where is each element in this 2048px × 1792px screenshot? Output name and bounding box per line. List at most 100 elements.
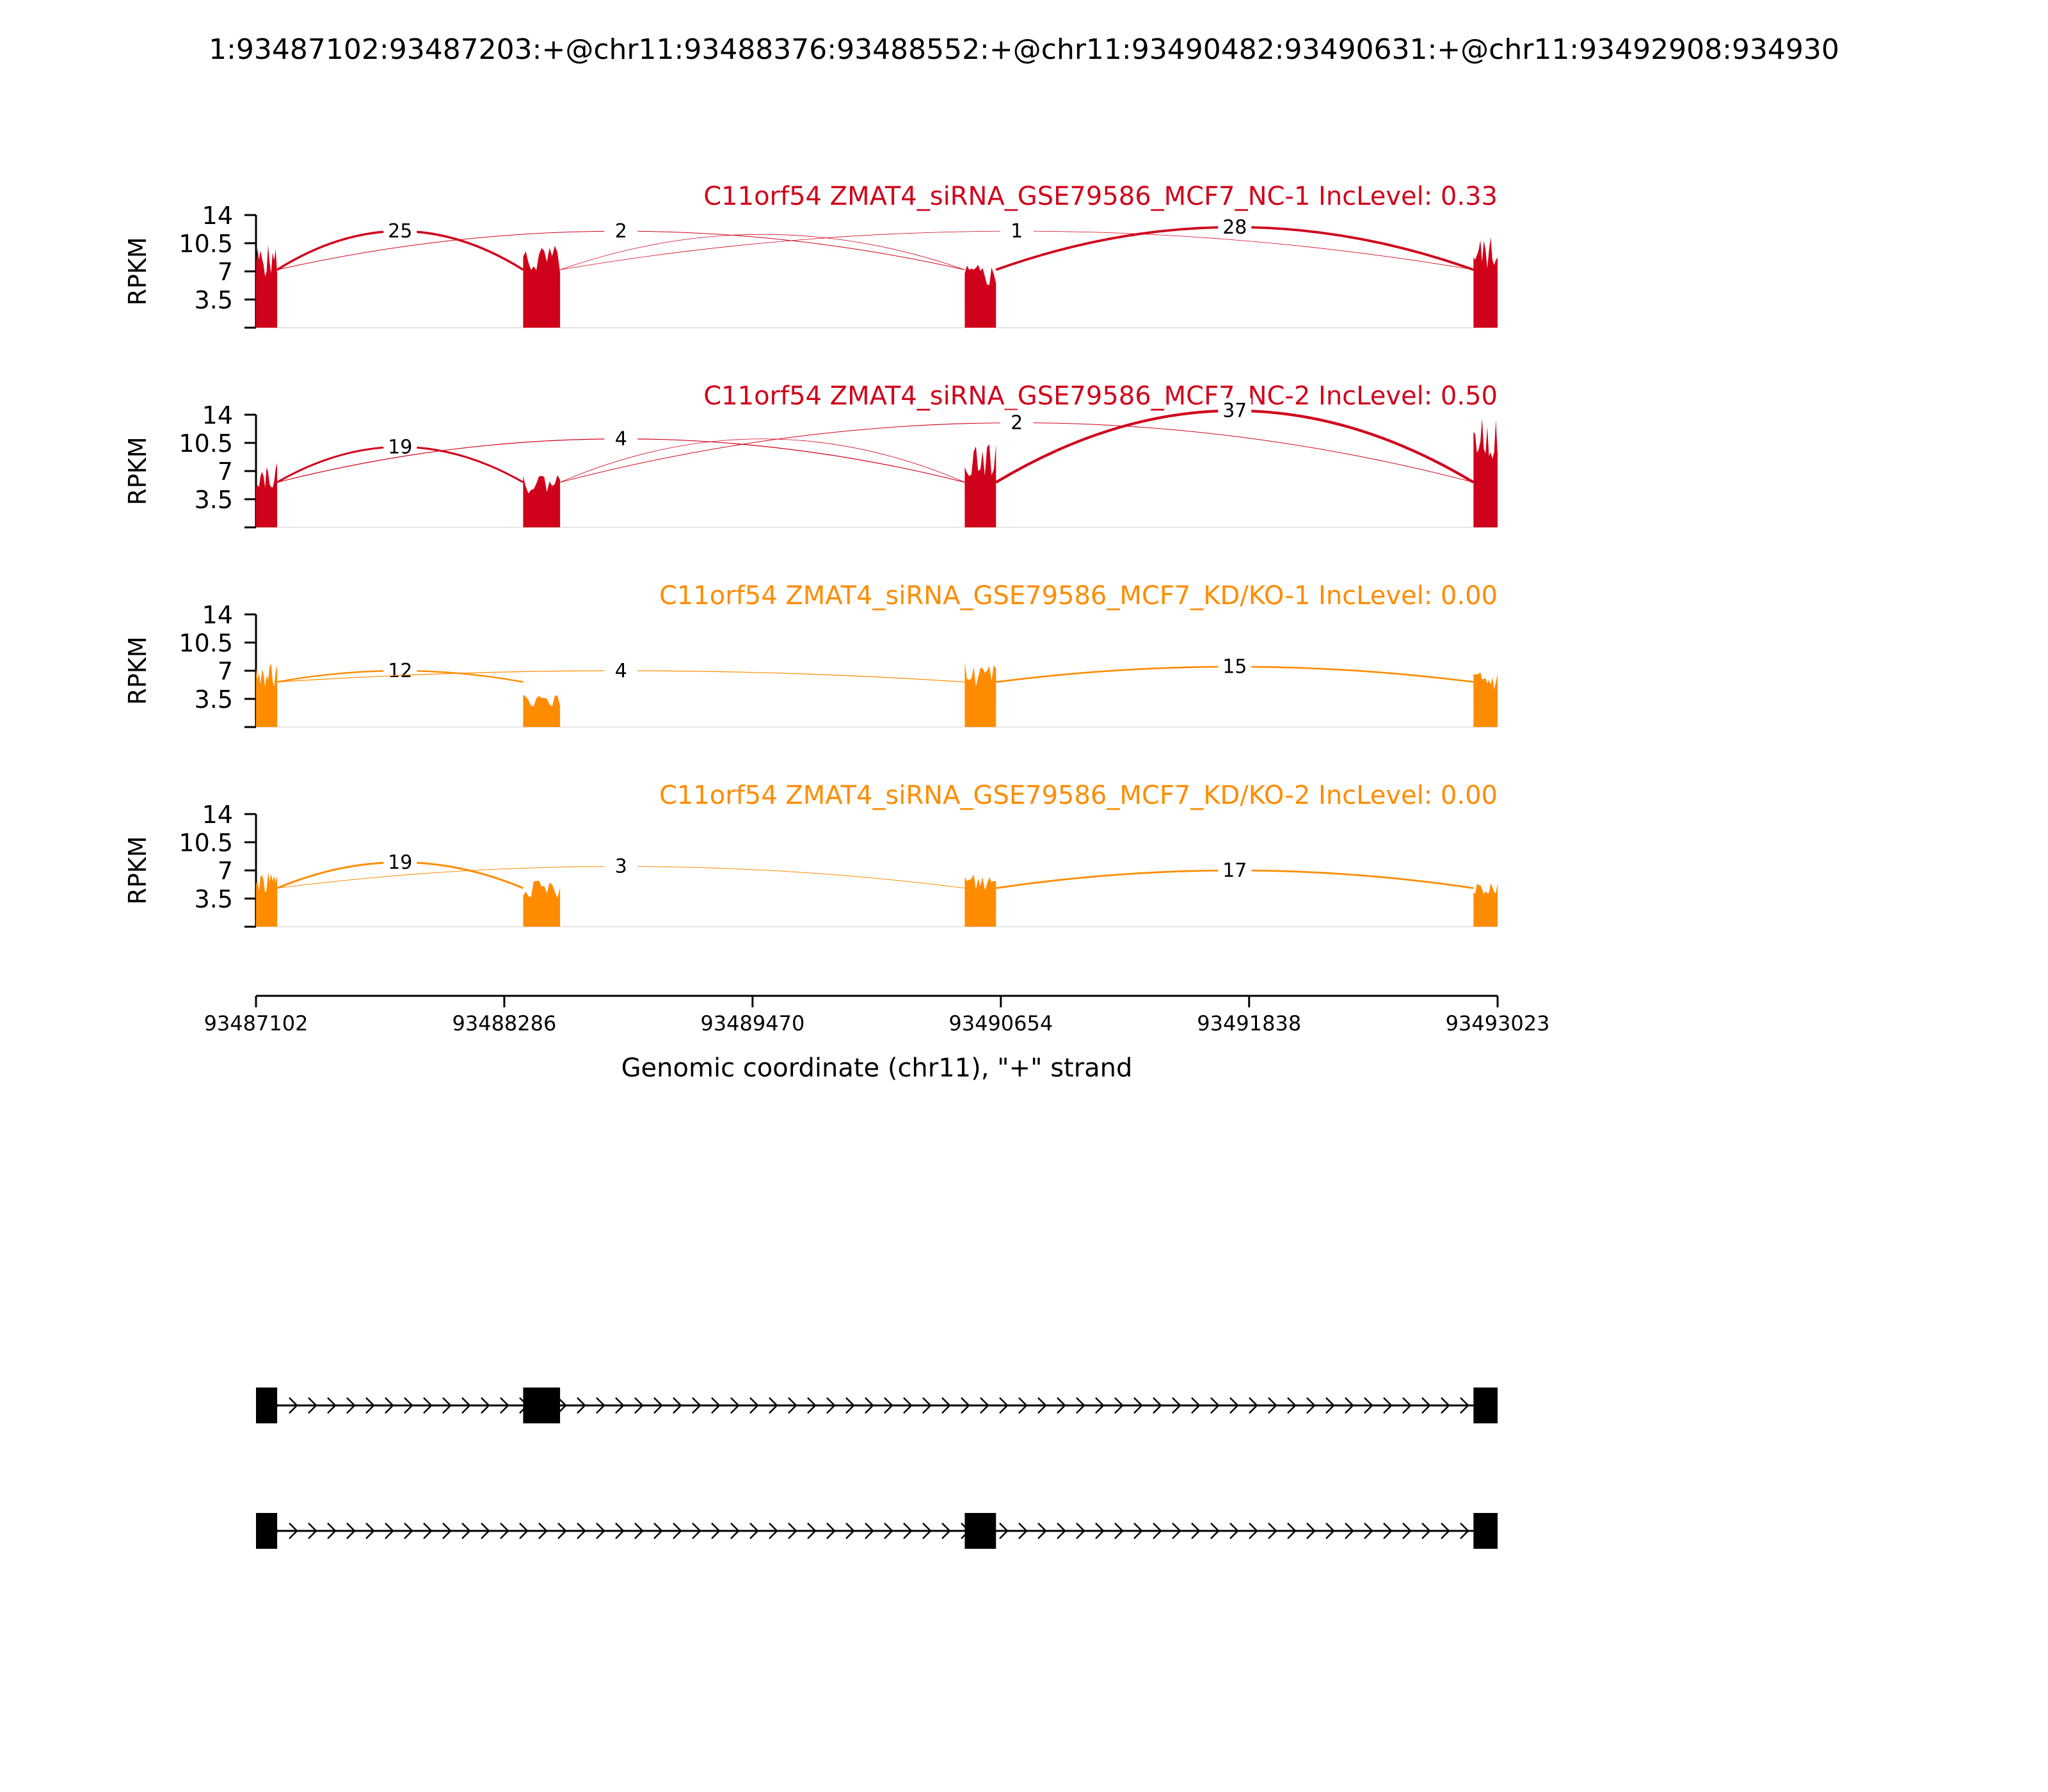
strand-arrow bbox=[1057, 1523, 1066, 1539]
junction-count: 2 bbox=[615, 220, 627, 243]
strand-arrow bbox=[346, 1523, 356, 1539]
strand-arrow bbox=[385, 1523, 394, 1539]
strand-arrow bbox=[884, 1523, 893, 1539]
junction-count: 4 bbox=[615, 428, 627, 451]
strand-arrow bbox=[1287, 1397, 1297, 1414]
coverage-block bbox=[256, 663, 278, 727]
strand-arrow bbox=[1421, 1523, 1431, 1539]
strand-arrow bbox=[442, 1397, 452, 1414]
strand-arrow bbox=[289, 1397, 298, 1414]
strand-arrow bbox=[519, 1523, 529, 1539]
strand-arrow bbox=[481, 1397, 490, 1414]
strand-arrow bbox=[1306, 1397, 1316, 1414]
x-tick-label: 93491838 bbox=[1197, 1011, 1301, 1036]
strand-arrow bbox=[1191, 1397, 1201, 1414]
strand-arrow bbox=[711, 1523, 721, 1539]
exon-block bbox=[1473, 1513, 1498, 1549]
strand-arrow bbox=[1345, 1397, 1354, 1414]
strand-arrow bbox=[653, 1397, 663, 1414]
strand-arrow bbox=[769, 1397, 778, 1414]
coverage-block bbox=[1473, 883, 1498, 927]
strand-arrow bbox=[1249, 1397, 1258, 1414]
y-tick-label: 10.5 bbox=[179, 629, 233, 657]
y-tick-label: 10.5 bbox=[179, 429, 233, 458]
strand-arrow bbox=[1364, 1397, 1373, 1414]
junction-count: 19 bbox=[388, 851, 412, 874]
strand-arrow bbox=[941, 1523, 951, 1539]
junction-count-bg bbox=[604, 426, 638, 449]
y-tick-label: 7 bbox=[218, 458, 233, 486]
strand-arrow bbox=[1018, 1397, 1028, 1414]
strand-arrow bbox=[941, 1397, 951, 1414]
junction-count-bg bbox=[1000, 218, 1034, 242]
coverage-block bbox=[256, 462, 278, 527]
coverage-block bbox=[1473, 237, 1498, 328]
strand-arrow bbox=[807, 1523, 817, 1539]
strand-arrow bbox=[404, 1397, 413, 1414]
strand-arrow bbox=[346, 1397, 356, 1414]
coverage-block bbox=[256, 244, 278, 328]
coverage-block bbox=[256, 872, 278, 927]
strand-arrow bbox=[1210, 1523, 1220, 1539]
strand-arrow bbox=[634, 1397, 644, 1414]
strand-arrow bbox=[1345, 1523, 1354, 1539]
strand-arrow bbox=[1095, 1397, 1105, 1414]
junction-count-bg bbox=[383, 849, 417, 873]
strand-arrow bbox=[1153, 1397, 1162, 1414]
strand-arrow bbox=[385, 1397, 394, 1414]
strand-arrow bbox=[1133, 1523, 1143, 1539]
exon-block bbox=[964, 1513, 996, 1549]
strand-arrow bbox=[500, 1397, 509, 1414]
strand-arrow bbox=[1421, 1397, 1431, 1414]
strand-arrow bbox=[884, 1397, 893, 1414]
strand-arrow bbox=[1133, 1397, 1143, 1414]
sample-label: C11orf54 ZMAT4_siRNA_GSE79586_MCF7_KD/KO… bbox=[659, 581, 1498, 611]
x-tick-label: 93490654 bbox=[948, 1011, 1053, 1036]
x-axis: 93487102 93488286 93489470 93490654 93491838… bbox=[204, 995, 1550, 1036]
junction-count-bg bbox=[604, 218, 638, 242]
junction-count-bg bbox=[1218, 397, 1252, 421]
strand-arrow bbox=[788, 1523, 797, 1539]
strand-arrow bbox=[1364, 1523, 1373, 1539]
strand-arrow bbox=[749, 1523, 759, 1539]
junction-arc bbox=[559, 234, 965, 270]
strand-arrow bbox=[423, 1397, 433, 1414]
coverage-block bbox=[964, 264, 996, 328]
strand-arrow bbox=[1037, 1397, 1047, 1414]
junction-count-bg bbox=[1218, 858, 1252, 881]
strand-arrow bbox=[673, 1397, 682, 1414]
strand-arrow bbox=[922, 1523, 932, 1539]
junction-count-bg bbox=[604, 658, 638, 681]
strand-arrow bbox=[1018, 1523, 1028, 1539]
strand-arrow bbox=[461, 1523, 471, 1539]
junction-count-bg bbox=[604, 853, 638, 877]
x-tick-label: 93493023 bbox=[1446, 1011, 1550, 1036]
junction-count: 37 bbox=[1222, 400, 1247, 422]
y-tick-label: 7 bbox=[218, 857, 233, 885]
junction-count-bg bbox=[383, 434, 417, 458]
strand-arrow bbox=[327, 1397, 337, 1414]
strand-arrow bbox=[692, 1397, 701, 1414]
strand-arrow bbox=[404, 1523, 413, 1539]
strand-arrow bbox=[653, 1523, 663, 1539]
strand-arrow bbox=[1287, 1523, 1297, 1539]
strand-arrow bbox=[1460, 1397, 1469, 1414]
strand-arrow bbox=[500, 1523, 509, 1539]
y-tick-label: 14 bbox=[202, 401, 233, 429]
y-tick-label: 10.5 bbox=[179, 829, 233, 857]
strand-arrow bbox=[596, 1523, 605, 1539]
strand-arrow bbox=[1114, 1523, 1124, 1539]
strand-arrow bbox=[922, 1397, 932, 1414]
coverage-block bbox=[1473, 418, 1498, 527]
isoform-track bbox=[256, 1388, 1498, 1423]
junction-count-bg bbox=[1218, 214, 1252, 237]
strand-arrow bbox=[557, 1397, 567, 1414]
strand-arrow bbox=[577, 1397, 586, 1414]
strand-arrow bbox=[1172, 1523, 1181, 1539]
coverage-block bbox=[523, 246, 561, 328]
y-axis-label: RPKM bbox=[124, 636, 152, 705]
strand-arrow bbox=[1210, 1397, 1220, 1414]
exon-block bbox=[256, 1388, 278, 1423]
y-tick-label: 7 bbox=[218, 258, 233, 286]
